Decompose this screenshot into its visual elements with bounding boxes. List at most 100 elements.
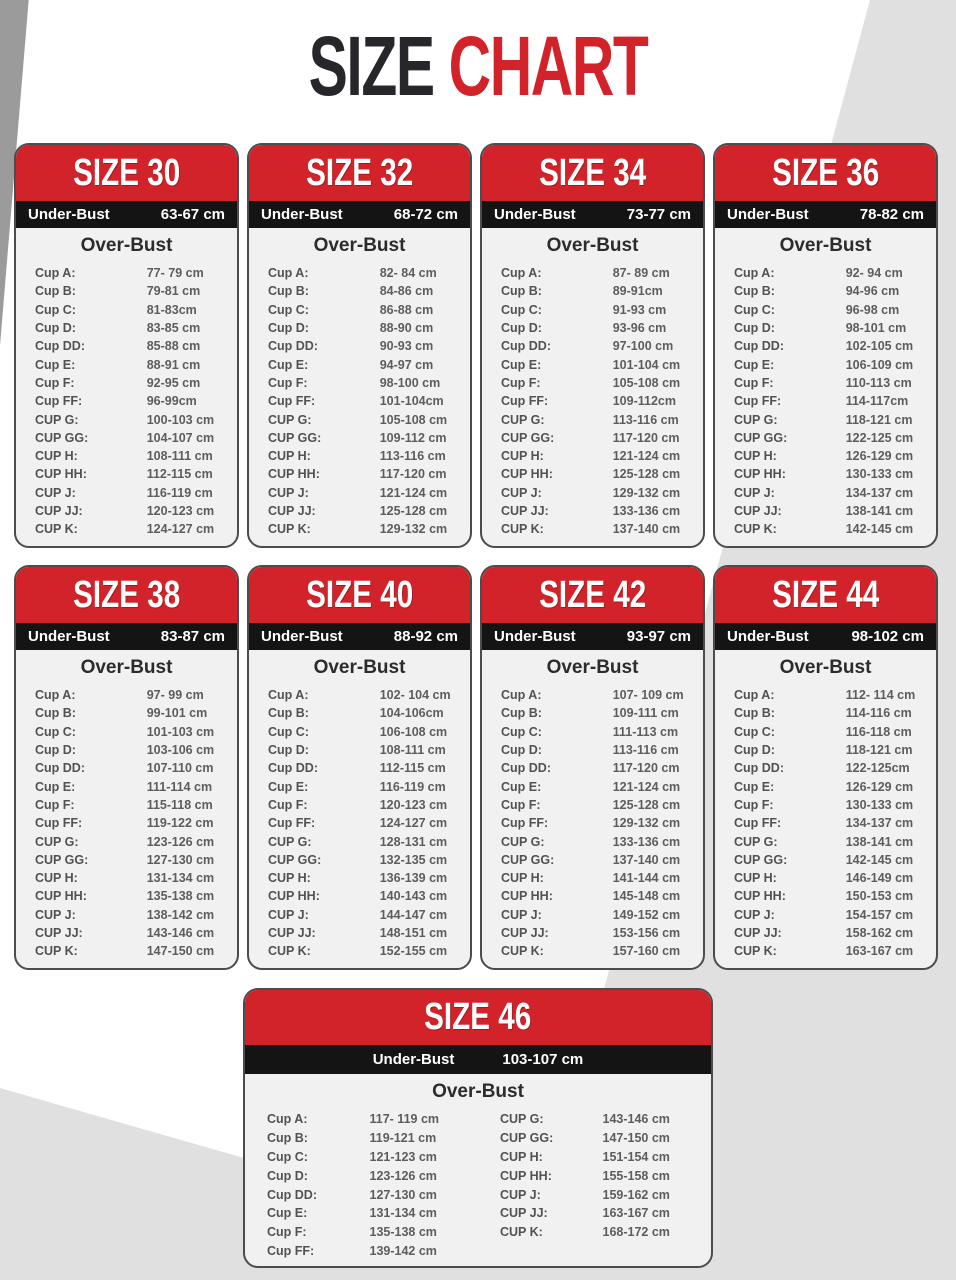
cup-row-label: CUP H: (35, 449, 78, 464)
cup-rows: Cup A: 77- 79 cm Cup B: 79-81 cm Cup C: 81-83… (16, 264, 237, 538)
underbust-value: 103-107 cm (502, 1051, 584, 1068)
cup-row-label: CUP J: (734, 485, 775, 500)
cup-row: Cup C: 106-108 cm (268, 723, 464, 741)
cup-row: CUP JJ: 143-146 cm (35, 924, 231, 942)
cup-row-label: CUP J: (501, 907, 542, 922)
cup-row-value: 137-140 cm (612, 522, 681, 537)
cup-row: Cup B: 94-96 cm (734, 282, 930, 300)
size-card-header: SIZE 34 (482, 145, 703, 201)
cup-row-value: 107- 109 cm (612, 688, 684, 703)
cup-row-value: 92- 94 cm (845, 266, 903, 281)
cup-row-label: CUP J: (734, 907, 775, 922)
cup-row: Cup A: 107- 109 cm (501, 686, 697, 704)
cup-rows-column: Cup A: 97- 99 cm Cup B: 99-101 cm Cup C: 101-… (16, 686, 237, 960)
cup-row: CUP G: 143-146 cm (500, 1110, 705, 1129)
cup-row: Cup C: 121-123 cm (267, 1148, 472, 1167)
cup-row-value: 127-130 cm (369, 1187, 437, 1202)
size-card: SIZE 38 Under-Bust 83-87 cm Over-Bust Cup A:… (14, 565, 239, 970)
cup-row-label: CUP HH: (734, 467, 786, 482)
cup-row: Cup D: 88-90 cm (268, 319, 464, 337)
overbust-heading: Over-Bust (313, 657, 406, 678)
cup-row-label: Cup FF: (267, 1243, 315, 1258)
cup-row: CUP JJ: 120-123 cm (35, 502, 231, 520)
cup-row-value: 88-91 cm (146, 357, 201, 372)
overbust-heading: Over-Bust (432, 1081, 524, 1102)
cup-row-label: Cup A: (501, 688, 542, 703)
cup-row-label: CUP H: (734, 449, 777, 464)
cup-row: Cup F: 125-128 cm (501, 796, 697, 814)
cup-row: Cup D: 113-116 cm (501, 741, 697, 759)
cup-row: CUP K: 157-160 cm (501, 942, 697, 960)
cup-row-value: 106-108 cm (379, 724, 448, 739)
size-card-header: SIZE 36 (715, 145, 936, 201)
cup-row-value: 104-107 cm (146, 430, 215, 445)
cup-row-value: 116-119 cm (146, 485, 213, 500)
cup-row-label: Cup A: (267, 1112, 308, 1127)
cup-row-value: 122-125cm (845, 761, 910, 776)
cup-row-value: 110-113 cm (845, 375, 912, 390)
cup-row: CUP K: 163-167 cm (734, 942, 930, 960)
cup-row: CUP HH: 150-153 cm (734, 887, 930, 905)
cup-row-value: 121-124 cm (612, 449, 681, 464)
cup-row-label: Cup F: (267, 1225, 307, 1240)
cup-row-value: 84-86 cm (379, 284, 434, 299)
cup-row-value: 82- 84 cm (379, 266, 437, 281)
underbust-band: Under-Bust 98-102 cm (715, 623, 936, 650)
cup-row-value: 149-152 cm (612, 907, 681, 922)
cup-row: Cup DD: 127-130 cm (267, 1185, 472, 1204)
cup-row-value: 121-123 cm (369, 1149, 437, 1164)
cup-row-label: Cup DD: (35, 761, 85, 776)
cup-row-label: CUP J: (268, 485, 309, 500)
size-card: SIZE 30 Under-Bust 63-67 cm Over-Bust Cup A:… (14, 143, 239, 548)
cup-row-label: CUP HH: (500, 1168, 552, 1183)
cup-row: Cup FF: 109-112cm (501, 392, 697, 410)
cup-rows: Cup A: 107- 109 cm Cup B: 109-111 cm Cup C: 1… (482, 686, 703, 960)
cup-row: CUP K: 137-140 cm (501, 520, 697, 538)
cup-row-value: 158-162 cm (845, 926, 914, 940)
overbust-heading: Over-Bust (80, 235, 173, 256)
cup-row-label: CUP K: (501, 522, 544, 537)
cup-row-value: 126-129 cm (845, 449, 914, 464)
cup-row-value: 153-156 cm (612, 926, 681, 940)
cup-row-label: Cup F: (501, 797, 541, 812)
cup-row: CUP G: 118-121 cm (734, 410, 930, 428)
cup-row-label: CUP J: (35, 907, 76, 922)
cup-row-value: 152-155 cm (379, 944, 448, 959)
cup-row-value: 102- 104 cm (379, 688, 451, 703)
cup-row-label: CUP GG: (734, 852, 788, 867)
cup-row-value: 137-140 cm (612, 852, 681, 867)
size-card-body: Over-Bust Cup A: 107- 109 cm Cup B: 109-111 … (482, 650, 703, 968)
cup-row-label: CUP JJ: (734, 926, 782, 940)
cup-row-label: CUP HH: (268, 467, 320, 482)
cards-row-3: SIZE 46 Under-Bust 103-107 cm Over-Bust Cup … (14, 988, 942, 1268)
cup-row-value: 155-158 cm (602, 1168, 670, 1183)
cup-row: CUP J: 159-162 cm (500, 1185, 705, 1204)
cup-row-label: CUP K: (734, 944, 777, 959)
cup-row-value: 105-108 cm (379, 412, 448, 427)
cup-row-label: Cup E: (267, 1206, 308, 1221)
size-card-title: SIZE 46 (424, 996, 532, 1038)
cup-row-label: Cup A: (268, 688, 309, 703)
cup-row-label: CUP H: (734, 871, 777, 886)
cup-row: CUP JJ: 133-136 cm (501, 502, 697, 520)
cup-row-value: 88-90 cm (379, 321, 434, 336)
cup-row-label: Cup D: (35, 743, 76, 758)
cup-row: CUP J: 138-142 cm (35, 906, 231, 924)
cup-row-value: 154-157 cm (845, 907, 914, 922)
cup-row: Cup F: 110-113 cm (734, 374, 930, 392)
cup-row-label: Cup DD: (268, 339, 318, 354)
cup-row-value: 103-106 cm (146, 743, 215, 758)
cup-row: Cup A: 97- 99 cm (35, 686, 231, 704)
underbust-value: 88-92 cm (393, 628, 458, 645)
cup-row-value: 109-112cm (612, 394, 676, 409)
cup-row-label: CUP K: (35, 522, 78, 537)
cup-row-value: 142-145 cm (845, 522, 914, 537)
underbust-value: 78-82 cm (859, 206, 924, 223)
size-card-header: SIZE 38 (16, 567, 237, 623)
cup-row-value: 112- 114 cm (845, 688, 916, 703)
underbust-label: Under-Bust (727, 628, 809, 645)
cup-row-label: CUP J: (35, 485, 76, 500)
cup-row-value: 108-111 cm (379, 743, 446, 758)
cup-row-value: 147-150 cm (146, 944, 215, 959)
